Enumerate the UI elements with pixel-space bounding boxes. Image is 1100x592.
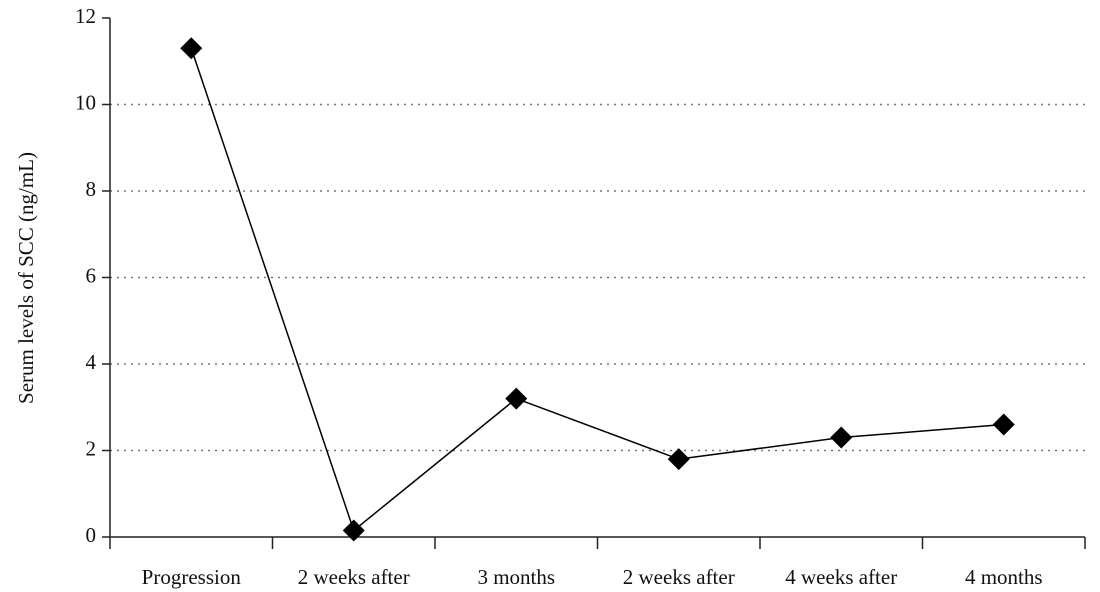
y-tick-label: 10 — [75, 90, 96, 114]
data-point — [180, 37, 203, 60]
y-tick-label: 8 — [86, 177, 97, 201]
x-tick-label: 2 weeks after — [623, 565, 735, 589]
series-line — [190, 48, 1004, 532]
y-tick-label: 2 — [86, 436, 97, 460]
x-tick-label: 4 months — [965, 565, 1043, 589]
data-point — [992, 413, 1015, 436]
y-axis-title: Serum levels of SCC (ng/mL) — [14, 152, 38, 404]
data-point — [667, 448, 690, 471]
x-tick-label: 2 weeks after — [298, 565, 410, 589]
x-tick-label: 3 months — [477, 565, 555, 589]
data-point — [830, 426, 853, 449]
x-tick-label: Progression — [142, 565, 242, 589]
y-tick-label: 4 — [86, 350, 97, 374]
x-tick-label: 4 weeks after — [785, 565, 897, 589]
y-tick-label: 6 — [86, 263, 97, 287]
y-tick-label: 0 — [86, 523, 97, 547]
y-tick-label: 12 — [75, 4, 96, 28]
data-point — [342, 519, 365, 542]
data-point — [505, 387, 528, 410]
